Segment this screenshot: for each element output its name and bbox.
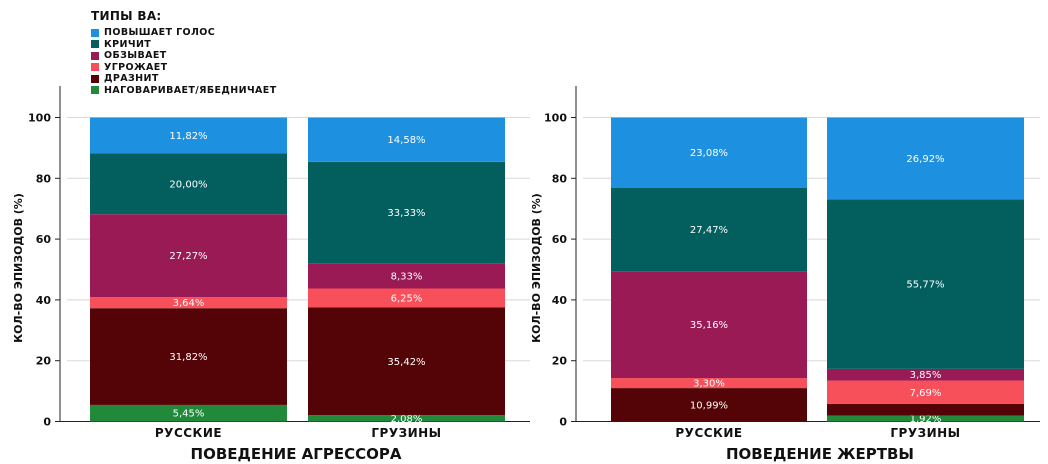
bar-segment (308, 161, 505, 264)
x-tick-label: ГРУЗИНЫ (371, 426, 441, 440)
bar-segment (308, 117, 505, 162)
legend-label: ОБЗЫВАЕТ (104, 50, 167, 62)
data-label: 14,58% (387, 135, 425, 146)
bar-segment (90, 297, 287, 309)
bar-segment (90, 117, 287, 154)
x-tick-label: ГРУЗИНЫ (890, 426, 960, 440)
y-tick-label: 80 (36, 172, 52, 185)
legend-item: УГРОЖАЕТ (91, 62, 277, 74)
data-label: 3,30% (693, 379, 725, 390)
legend-swatch (91, 63, 99, 72)
data-label: 27,27% (169, 251, 207, 262)
bar-segment (90, 404, 287, 422)
y-tick-label: 60 (552, 233, 568, 246)
bar-segment (827, 117, 1024, 200)
data-label: 10,99% (690, 400, 728, 411)
data-label: 55,77% (906, 280, 944, 291)
y-tick-label: 80 (552, 172, 568, 185)
legend-label: УГРОЖАЕТ (104, 61, 168, 73)
legend-item: НАГОВАРИВАЕТ/ЯБЕДНИЧАЕТ (91, 85, 277, 97)
legend-swatch (91, 86, 99, 95)
legend: ТИПЫ ВА: ПОВЫШАЕТ ГОЛОС КРИЧИТ ОБЗЫВАЕТ УГР… (91, 9, 277, 96)
x-axis-title: ПОВЕДЕНИЕ АГРЕССОРА (191, 445, 402, 463)
legend-label: ДРАЗНИТ (104, 73, 159, 85)
legend-items: ПОВЫШАЕТ ГОЛОС КРИЧИТ ОБЗЫВАЕТ УГРОЖАЕТ ДРАЗ… (91, 27, 277, 96)
data-label: 2,08% (391, 414, 423, 425)
data-label: 11,82% (169, 131, 207, 142)
legend-title: ТИПЫ ВА: (91, 9, 162, 23)
x-axis-title: ПОВЕДЕНИЕ ЖЕРТВЫ (726, 445, 914, 463)
legend-item: ОБЗЫВАЕТ (91, 50, 277, 62)
bar-segment (308, 415, 505, 422)
data-label: 20,00% (169, 179, 207, 190)
y-tick-label: 0 (559, 416, 567, 429)
legend-swatch (91, 28, 99, 37)
bar-segment (827, 403, 1024, 416)
y-tick-label: 40 (552, 294, 568, 307)
legend-item: ПОВЫШАЕТ ГОЛОС (91, 27, 277, 39)
data-label: 8,33% (391, 271, 423, 282)
legend-swatch (91, 40, 99, 49)
bar-segment (308, 263, 505, 289)
y-tick-label: 40 (36, 294, 52, 307)
data-label: 3,85% (910, 370, 942, 381)
bar-segment (827, 380, 1024, 404)
y-tick-label: 100 (544, 112, 567, 125)
bar-segment (611, 271, 807, 379)
y-tick-label: 100 (28, 112, 51, 125)
data-label: 26,92% (906, 154, 944, 165)
bar-segment (827, 199, 1024, 369)
bar-segment (90, 153, 287, 215)
data-label: 35,16% (690, 320, 728, 331)
bar-segment (611, 388, 807, 422)
legend-label: ПОВЫШАЕТ ГОЛОС (104, 27, 216, 39)
data-label: 5,45% (173, 409, 205, 420)
y-tick-label: 60 (36, 233, 52, 246)
legend-swatch (91, 51, 99, 60)
data-label: 3,64% (173, 298, 205, 309)
y-tick-label: 20 (36, 355, 52, 368)
y-axis-title: КОЛ-ВО ЭПИЗОДОВ (%) (12, 193, 25, 343)
bar-segment (611, 187, 807, 272)
data-label: 7,69% (910, 388, 942, 399)
legend-label: КРИЧИТ (104, 38, 152, 50)
y-tick-label: 0 (43, 416, 51, 429)
bar-segment (90, 214, 287, 298)
x-tick-label: РУССКИЕ (155, 426, 222, 440)
data-label: 33,33% (387, 208, 425, 219)
bar-segment (308, 307, 505, 416)
legend-label: НАГОВАРИВАЕТ/ЯБЕДНИЧАЕТ (104, 84, 277, 96)
bar-segment (827, 415, 1024, 422)
bar-segment (90, 308, 287, 405)
data-label: 23,08% (690, 148, 728, 159)
y-tick-label: 20 (552, 355, 568, 368)
legend-item: ДРАЗНИТ (91, 73, 277, 85)
legend-item: КРИЧИТ (91, 39, 277, 51)
data-label: 35,42% (387, 357, 425, 368)
legend-swatch (91, 74, 99, 83)
x-tick-label: РУССКИЕ (675, 426, 742, 440)
bar-segment (827, 368, 1024, 381)
data-label: 27,47% (690, 225, 728, 236)
bar-segment (611, 378, 807, 389)
data-label: 1,92% (910, 414, 942, 425)
data-label: 6,25% (391, 294, 423, 305)
bar-segment (308, 288, 505, 308)
y-axis-title: КОЛ-ВО ЭПИЗОДОВ (%) (530, 193, 543, 343)
data-label: 31,82% (169, 352, 207, 363)
bar-segment (611, 117, 807, 188)
